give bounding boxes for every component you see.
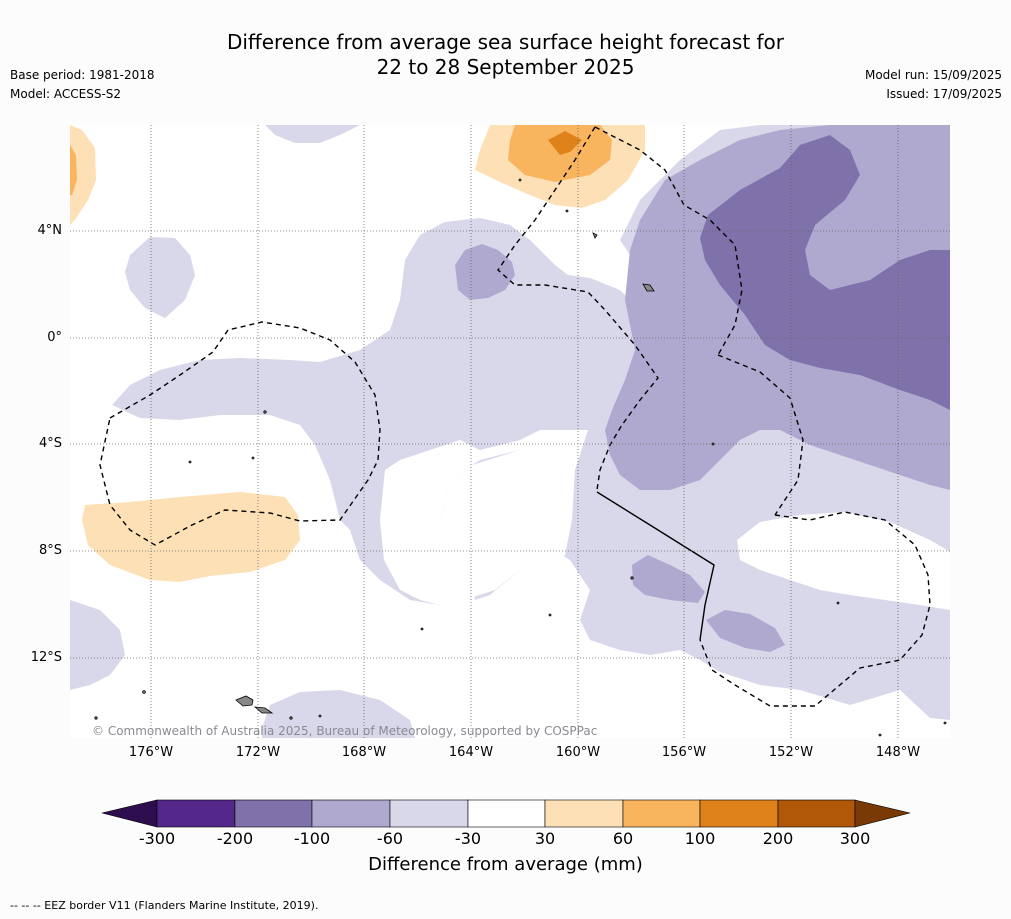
eez-border-solid (596, 491, 715, 641)
colorbar-segment-2 (234, 799, 313, 828)
longitude-label: 176°W (128, 745, 174, 760)
chart-title: Difference from average sea surface heig… (0, 30, 1011, 80)
model-text: Model: ACCESS-S2 (10, 87, 122, 101)
colorbar-segment-4 (389, 799, 469, 828)
colorbar-tick: 100 (684, 829, 716, 848)
colorbar-segment-5 (467, 799, 546, 828)
colorbar-tick: -200 (216, 829, 254, 848)
latitude-label: 0° (47, 330, 62, 345)
longitude-label: 168°W (341, 745, 387, 760)
colorbar-segment-7 (622, 799, 701, 828)
colorbar-tick: 30 (534, 829, 556, 848)
latitude-label: 12°S (30, 650, 62, 665)
longitude-label: 152°W (768, 745, 814, 760)
issued-text: Issued: 17/09/2025 (886, 87, 1002, 101)
colorbar-title: Difference from average (mm) (368, 854, 643, 875)
colorbar-tick: 60 (612, 829, 634, 848)
longitude-label: 156°W (661, 745, 707, 760)
colorbar-extend-low (101, 799, 158, 828)
latitude-label: 4°S (38, 436, 62, 451)
longitude-label: 164°W (448, 745, 494, 760)
colorbar-tick: -300 (138, 829, 176, 848)
latitude-label: 8°S (38, 543, 62, 558)
colorbar-tick: -100 (293, 829, 331, 848)
colorbar-extend-high (854, 799, 911, 828)
latitude-label: 4°N (37, 223, 63, 238)
eez-legend-footer: -- -- -- EEZ border V11 (Flanders Marine… (10, 899, 319, 912)
colorbar-tick: 300 (839, 829, 871, 848)
longitude-label: 160°W (555, 745, 601, 760)
anomaly-band-minus200-to-minus100 (700, 135, 950, 410)
map-panel (70, 125, 950, 738)
colorbar-segment-9 (777, 799, 856, 828)
metadata-right: Model run: 15/09/2025 Issued: 17/09/2025 (865, 66, 1002, 104)
eez-borders (99, 126, 931, 707)
metadata-left: Base period: 1981-2018 Model: ACCESS-S2 (10, 66, 155, 104)
title-line-1: Difference from average sea surface heig… (226, 30, 785, 54)
colorbar-tick: -30 (454, 829, 482, 848)
islands (94, 178, 947, 737)
longitude-label: 148°W (875, 745, 921, 760)
colorbar-segment-3 (311, 799, 391, 828)
longitude-label: 172°W (235, 745, 281, 760)
colorbar (101, 799, 911, 828)
colorbar-segment-8 (699, 799, 779, 828)
anomaly-band-100-to-200 (548, 131, 582, 155)
copyright-notice: © Commonwealth of Australia 2025, Bureau… (92, 724, 598, 738)
model-run-text: Model run: 15/09/2025 (864, 68, 1002, 82)
graticule (70, 125, 950, 738)
colorbar-segment-1 (156, 799, 236, 828)
colorbar-tick: 200 (762, 829, 794, 848)
colorbar-segment-6 (544, 799, 624, 828)
title-line-2: 22 to 28 September 2025 (376, 55, 635, 79)
colorbar-tick: -60 (376, 829, 404, 848)
base-period-text: Base period: 1981-2018 (10, 68, 155, 82)
